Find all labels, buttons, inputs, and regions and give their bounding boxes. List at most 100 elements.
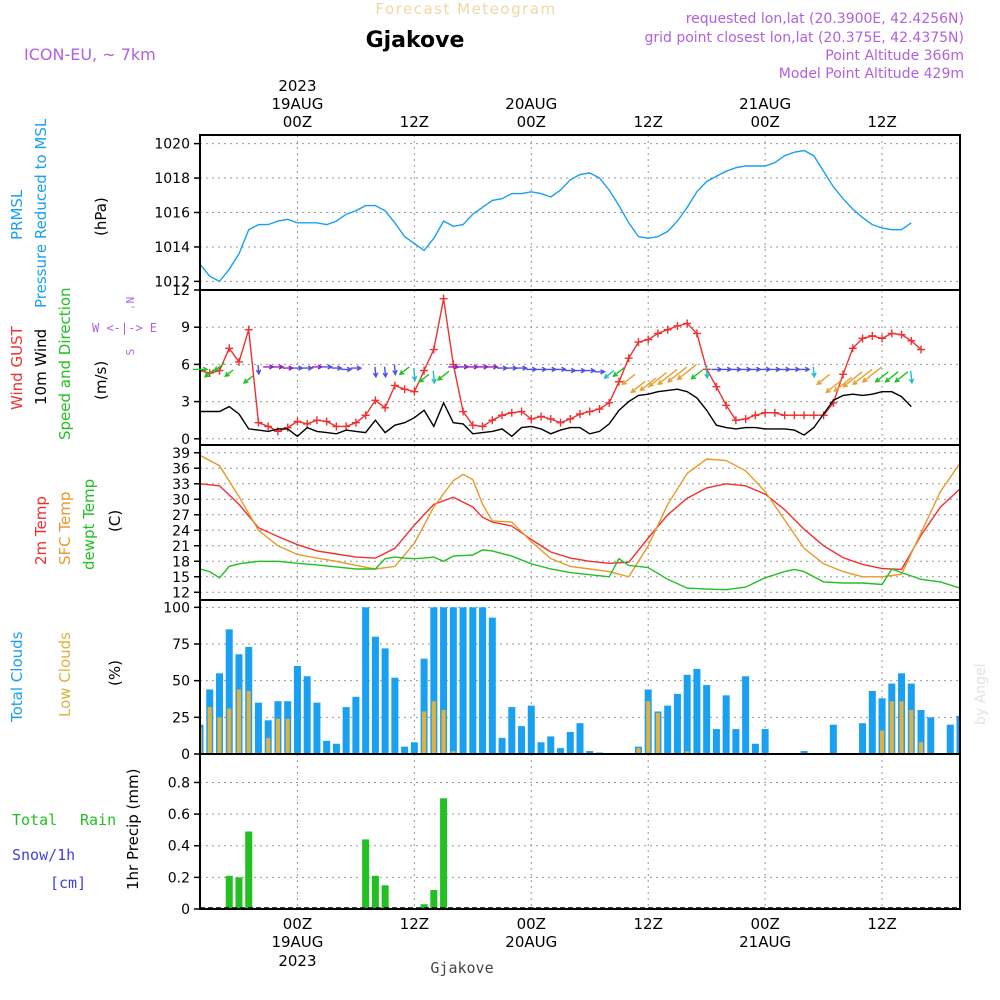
- precipitation-ytick-label-4: 0.8: [168, 775, 190, 791]
- wind-gust-marker-38: [566, 414, 575, 423]
- precip-total-label: Total: [12, 811, 57, 829]
- clouds-bar-0-65: [829, 724, 837, 754]
- wind-arrow-23: [436, 370, 450, 381]
- wind-compass-n: N: [124, 297, 137, 304]
- wind-arrow-55: [750, 366, 762, 373]
- wind-gust-marker-24: [429, 345, 438, 354]
- wind-dir-label: Speed and Direction: [56, 287, 74, 440]
- time-bottom-hour-3: 12Z: [634, 915, 663, 933]
- clouds-bar-0-54: [722, 695, 730, 754]
- clouds-bar-0-22: [410, 742, 418, 754]
- wind-gust-marker-18: [371, 396, 380, 405]
- wind-ytick-label-4: 12: [172, 283, 190, 299]
- wind-arrow-38: [584, 367, 597, 374]
- clouds-bar-0-2: [215, 673, 223, 754]
- temperature-data: [200, 454, 960, 591]
- wind-arrow-34: [545, 366, 558, 373]
- wind-arrow-68: [874, 371, 889, 383]
- wind-gust-marker-50: [683, 319, 692, 328]
- wind-labels: Wind GUST 10m Wind Speed and Direction (…: [8, 287, 157, 440]
- clouds-bar-0-75: [927, 717, 935, 754]
- wind-arrow-1: [203, 368, 215, 378]
- precipitation-bar-0-6: [420, 904, 428, 909]
- wind-gust-marker-7: [264, 422, 273, 431]
- wind-arrow-25: [458, 364, 470, 370]
- clouds-bar-0-68: [859, 723, 867, 754]
- wind-gust-marker-37: [556, 418, 565, 427]
- wind-arrow-46: [657, 368, 678, 386]
- wind-arrow-43: [630, 380, 646, 394]
- wind-gust-marker-28: [468, 421, 477, 430]
- clouds-bar-0-14: [332, 743, 340, 754]
- wind-gust-marker-16: [351, 418, 360, 427]
- clouds-bar-1-25: [441, 710, 446, 754]
- temperature-series-0-line: [200, 483, 960, 571]
- wind-gust-marker-35: [537, 412, 546, 421]
- wind-gust-marker-48: [663, 325, 672, 334]
- precip-rain-label: Rain: [80, 811, 116, 829]
- wind-arrow-33: [536, 366, 548, 373]
- wind-gust-marker-74: [917, 345, 926, 354]
- wind-arrow-20: [411, 368, 418, 382]
- wind-arrow-2: [213, 362, 225, 372]
- wind-arrow-11: [311, 364, 324, 370]
- precipitation-data: [200, 798, 960, 909]
- wind-gust-marker-66: [839, 370, 848, 379]
- wind-arrow-53: [730, 366, 743, 373]
- plot-panels: 1012101410161018102003691212151821242730…: [154, 134, 961, 918]
- clouds-bar-0-48: [664, 705, 672, 754]
- wind-arrow-39: [594, 369, 606, 375]
- pressure-ytick-label-2: 1016: [154, 206, 190, 222]
- precipitation-bar-0-5: [381, 885, 389, 909]
- clouds-bar-0-27: [459, 607, 467, 754]
- clouds-data: [200, 607, 960, 754]
- wind-arrow-71: [908, 370, 915, 385]
- clouds-bar-0-3: [225, 629, 233, 754]
- time-bottom-hour-5: 12Z: [867, 915, 896, 933]
- clouds-bar-0-35: [537, 742, 545, 754]
- temperature-ytick-label-6: 30: [172, 492, 190, 508]
- wind-arrow-70: [894, 371, 909, 383]
- wind-arrow-15: [350, 365, 363, 371]
- precip-snow-label: Snow/1h: [12, 846, 75, 864]
- wind-gust-marker-39: [576, 410, 584, 418]
- wind-arrow-29: [497, 365, 509, 371]
- wind-direction-arrows: [193, 362, 915, 394]
- clouds-bar-1-0: [200, 727, 203, 754]
- wind-gust-marker-25: [439, 294, 448, 303]
- wind-gust-marker-64: [819, 411, 828, 420]
- clouds-bar-0-52: [703, 685, 711, 754]
- clouds-bar-1-46: [646, 701, 651, 754]
- wind-arrow-52: [721, 366, 733, 373]
- wind-gust-marker-15: [342, 422, 351, 431]
- clouds-bar-0-30: [488, 617, 496, 754]
- location-title: Gjakove: [366, 28, 465, 53]
- time-top-hour-4: 00Z: [750, 113, 779, 131]
- clouds-bar-0-53: [712, 729, 720, 754]
- precipitation-ytick-label-1: 0.2: [168, 870, 190, 886]
- clouds-bar-1-2: [217, 717, 222, 754]
- clouds-bar-0-16: [352, 696, 360, 754]
- wind-gust-label: Wind GUST: [8, 325, 26, 410]
- clouds-bar-0-21: [401, 746, 409, 754]
- precipitation-ytick-label-3: 0.6: [168, 807, 190, 823]
- wind-arrow-54: [740, 366, 753, 373]
- time-bottom-year-0: 2023: [278, 952, 316, 970]
- clouds-bar-1-1: [207, 707, 212, 754]
- point-altitude: Point Altitude 366m: [825, 48, 964, 64]
- credit-text: by Angel: [973, 664, 989, 725]
- precipitation-bar-0-3: [362, 839, 370, 909]
- precipitation-bar-0-1: [235, 877, 243, 909]
- precip-labels: Total Rain Snow/1h [cm] 1hr Precip (mm): [12, 769, 142, 892]
- clouds-bar-0-18: [371, 636, 379, 754]
- temperature-ytick-label-9: 39: [172, 446, 190, 462]
- temperature-ytick-label-2: 18: [172, 554, 190, 570]
- model-label: ICON-EU, ~ 7km: [24, 45, 156, 64]
- wind-arrow-51: [711, 366, 723, 373]
- temperature-ytick-label-3: 21: [172, 539, 190, 555]
- wind-arrow-6: [263, 364, 275, 370]
- wind-gust-marker-71: [887, 329, 896, 338]
